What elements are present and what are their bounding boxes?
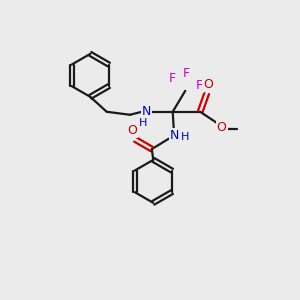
Text: H: H bbox=[181, 132, 189, 142]
Text: O: O bbox=[203, 78, 213, 91]
Text: F: F bbox=[183, 67, 190, 80]
Text: O: O bbox=[217, 121, 226, 134]
Text: H: H bbox=[139, 118, 148, 128]
Text: F: F bbox=[169, 72, 176, 85]
Text: N: N bbox=[142, 105, 151, 118]
Text: F: F bbox=[196, 79, 203, 92]
Text: N: N bbox=[169, 129, 179, 142]
Text: O: O bbox=[128, 124, 137, 137]
